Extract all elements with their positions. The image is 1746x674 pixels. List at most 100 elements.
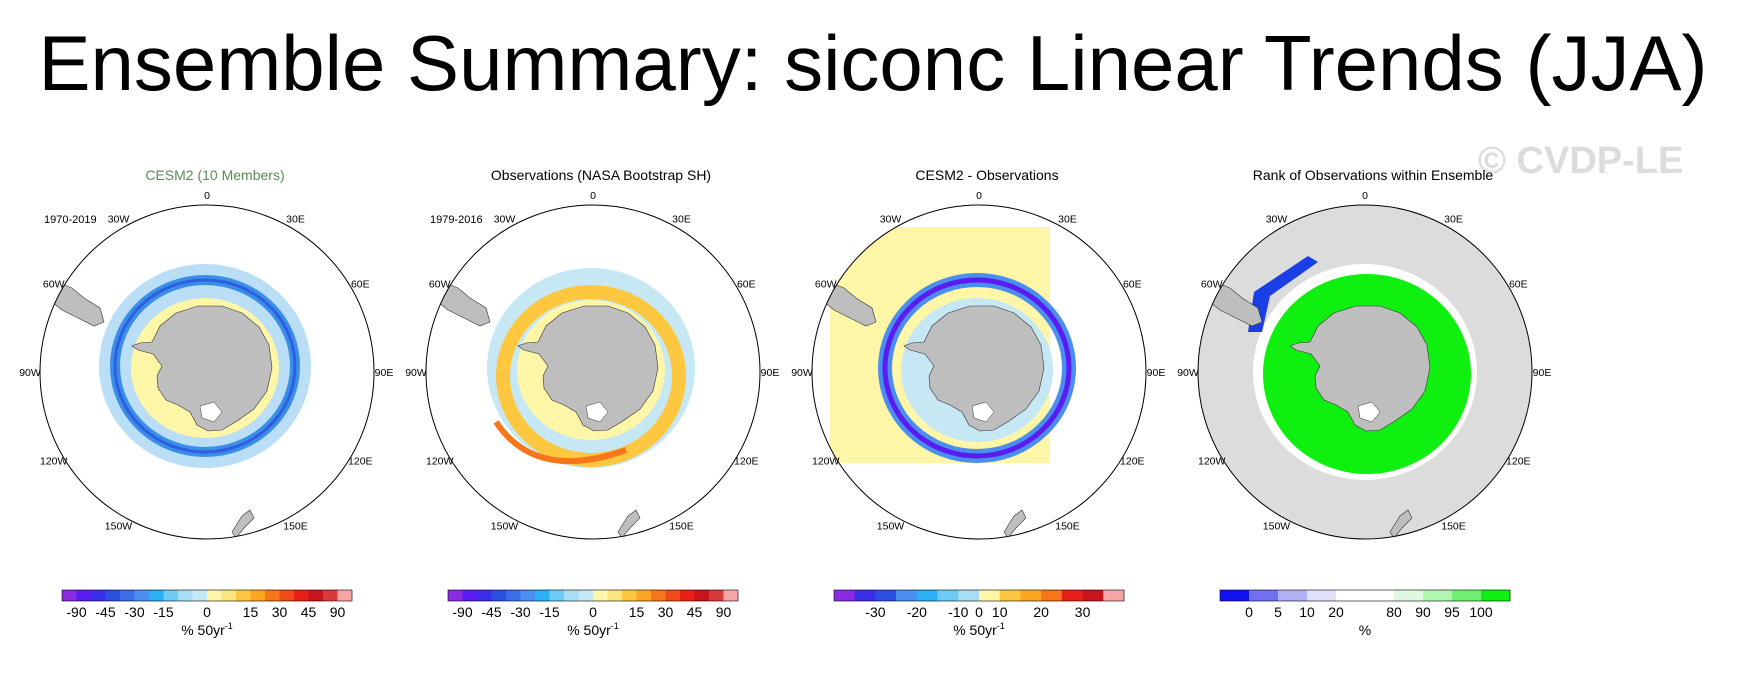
panel-title: CESM2 - Observations bbox=[915, 167, 1059, 183]
colorbar-swatch bbox=[694, 590, 710, 601]
colorbar-tick-label: 15 bbox=[243, 604, 259, 620]
colorbar-swatch bbox=[1307, 590, 1337, 601]
panel-difference: CESM2 - Observations 0 30E 60E 90E 120E 150E 1… bbox=[772, 160, 1202, 670]
longitude-label: 120W bbox=[426, 456, 454, 468]
longitude-label: 0 bbox=[976, 190, 982, 202]
colorbar-swatch bbox=[448, 590, 463, 601]
colorbar-swatch bbox=[834, 590, 856, 601]
period-label: 1979-2016 bbox=[430, 214, 483, 226]
colorbar-swatch bbox=[549, 590, 565, 601]
longitude-label: 150W bbox=[105, 520, 133, 532]
diff-band-strong bbox=[882, 277, 1072, 459]
longitude-label: 30W bbox=[494, 214, 516, 226]
panel-title: Rank of Observations within Ensemble bbox=[1252, 167, 1494, 183]
colorbar-swatch bbox=[607, 590, 623, 601]
colorbar-frame bbox=[61, 589, 353, 602]
trend-band-strong bbox=[113, 278, 297, 454]
colorbar-tick-label: -30 bbox=[865, 604, 885, 620]
colorbar-swatch bbox=[680, 590, 695, 601]
colorbar-swatch bbox=[665, 590, 681, 601]
south-america bbox=[437, 283, 491, 327]
colorbar-swatch bbox=[62, 590, 77, 601]
polar-map: 030E60E90E120E150E180150W120W90W60W30W bbox=[19, 190, 393, 540]
south-america bbox=[51, 283, 105, 327]
colorbar-swatch bbox=[477, 590, 492, 601]
colorbar-tick-label: 5 bbox=[1274, 604, 1282, 620]
longitude-label: 60W bbox=[43, 279, 65, 291]
colorbar-swatch bbox=[709, 590, 724, 601]
map-border bbox=[425, 204, 761, 540]
colorbar-tick-label: 45 bbox=[687, 604, 703, 620]
colorbar-swatch bbox=[1278, 590, 1308, 601]
longitude-label: 0 bbox=[590, 190, 596, 202]
colorbar-tick-label: 95 bbox=[1444, 604, 1460, 620]
antarctica bbox=[903, 305, 1045, 432]
longitude-label: 120E bbox=[1120, 456, 1145, 468]
map-border bbox=[811, 204, 1147, 540]
panel-observations: Observations (NASA Bootstrap SH) 1979-20… bbox=[386, 160, 816, 670]
longitude-label: 60W bbox=[1201, 279, 1223, 291]
colorbar-swatch bbox=[1220, 590, 1250, 601]
colorbar-tick-label: -15 bbox=[539, 604, 559, 620]
longitude-label: 60E bbox=[1123, 279, 1142, 291]
colorbar-swatch bbox=[578, 590, 594, 601]
colorbar-swatch bbox=[1452, 590, 1482, 601]
colorbar-units: % 50yr-1 bbox=[953, 621, 1005, 638]
colorbar-tick-label: 20 bbox=[1328, 604, 1344, 620]
colorbar-tick-label: 30 bbox=[1075, 604, 1091, 620]
colorbar-swatch bbox=[937, 590, 959, 601]
colorbar-tick-label: 0 bbox=[1245, 604, 1253, 620]
antarctica bbox=[131, 305, 273, 432]
longitude-label: 150E bbox=[283, 520, 308, 532]
colorbar-swatch bbox=[462, 590, 478, 601]
new-zealand bbox=[1003, 509, 1027, 539]
longitude-label: 120E bbox=[734, 456, 759, 468]
longitude-label: 150E bbox=[1055, 520, 1080, 532]
antarctica bbox=[1289, 305, 1431, 432]
colorbar-swatch bbox=[958, 590, 980, 601]
longitude-label: 60E bbox=[1509, 279, 1528, 291]
map-border bbox=[1197, 204, 1533, 540]
rank-low bbox=[1248, 256, 1318, 332]
map-fill-layer bbox=[437, 268, 695, 539]
colorbar-swatch bbox=[308, 590, 324, 601]
watermark: © CVDP-LE bbox=[1478, 140, 1684, 182]
map-fill-layer bbox=[51, 264, 311, 539]
longitude-label: 0 bbox=[204, 190, 210, 202]
longitude-label: 0 bbox=[1362, 190, 1368, 202]
colorbar-swatch bbox=[105, 590, 121, 601]
map-border bbox=[39, 204, 375, 540]
antarctica bbox=[517, 305, 659, 432]
new-zealand bbox=[617, 509, 641, 539]
colorbar-swatch bbox=[622, 590, 637, 601]
colorbar-swatch bbox=[250, 590, 266, 601]
longitude-label: 120W bbox=[40, 456, 68, 468]
colorbar-swatch bbox=[1041, 590, 1063, 601]
colorbar: -90 -45 -30 -15 0 15 30 45 90 % 50yr-1 bbox=[61, 589, 353, 638]
colorbar-swatch bbox=[854, 590, 876, 601]
colorbar-swatch bbox=[1082, 590, 1104, 601]
colorbar-tick-label: 90 bbox=[1415, 604, 1431, 620]
colorbar-tick-label: 100 bbox=[1469, 604, 1493, 620]
longitude-label: 30W bbox=[108, 214, 130, 226]
longitude-label: 60W bbox=[815, 279, 837, 291]
colorbar-tick-label: 0 bbox=[203, 604, 211, 620]
longitude-label: 90W bbox=[405, 367, 427, 379]
colorbar-swatch bbox=[520, 590, 536, 601]
panel-title: Observations (NASA Bootstrap SH) bbox=[490, 167, 712, 183]
colorbar-swatch bbox=[337, 590, 353, 601]
longitude-label: 120E bbox=[348, 456, 373, 468]
colorbar-swatch bbox=[1020, 590, 1042, 601]
longitude-label: 150W bbox=[1263, 520, 1291, 532]
longitude-label: 30E bbox=[286, 214, 305, 226]
trend-band-strong bbox=[493, 420, 628, 465]
longitude-label: 90E bbox=[1533, 367, 1552, 379]
colorbar-swatch bbox=[1394, 590, 1424, 601]
longitude-label: 30E bbox=[1058, 214, 1077, 226]
colorbar-units: % bbox=[1359, 622, 1371, 638]
colorbar-tick-label: 80 bbox=[1386, 604, 1402, 620]
colorbar-units: % 50yr-1 bbox=[567, 621, 619, 638]
longitude-label: 30E bbox=[1444, 214, 1463, 226]
longitude-label: 90E bbox=[1147, 367, 1166, 379]
colorbar-swatch bbox=[535, 590, 550, 601]
